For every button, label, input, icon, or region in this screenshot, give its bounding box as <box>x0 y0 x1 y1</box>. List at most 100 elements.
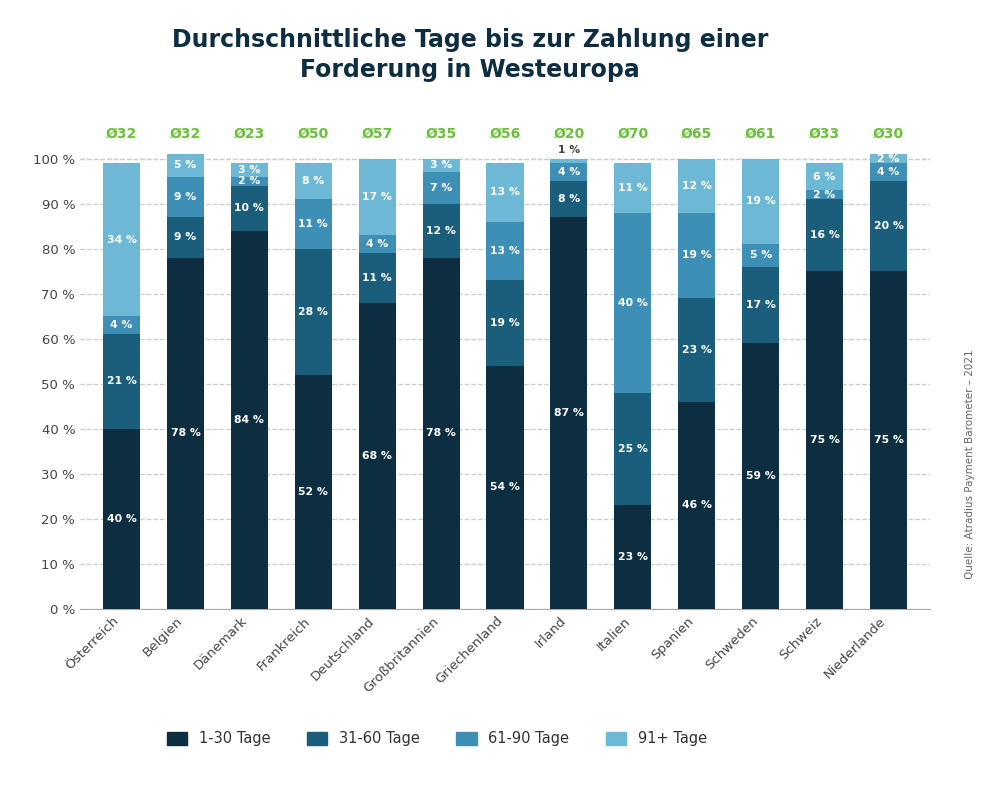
Bar <box>423 172 460 203</box>
Bar <box>806 163 843 190</box>
Text: 78 %: 78 % <box>171 429 200 438</box>
Text: 4 %: 4 % <box>558 167 580 177</box>
Bar <box>295 199 332 248</box>
Bar <box>103 334 140 429</box>
Bar <box>614 505 651 609</box>
Text: 16 %: 16 % <box>810 230 839 240</box>
Text: 75 %: 75 % <box>810 435 839 445</box>
Text: 7 %: 7 % <box>430 183 452 193</box>
Text: 78 %: 78 % <box>426 429 456 438</box>
Text: 23 %: 23 % <box>682 345 712 355</box>
Bar <box>870 272 907 609</box>
Bar <box>742 159 779 244</box>
Text: 52 %: 52 % <box>298 487 328 497</box>
Text: 25 %: 25 % <box>618 444 648 454</box>
Text: 75 %: 75 % <box>874 435 903 445</box>
Bar <box>486 163 524 222</box>
Text: Ø33: Ø33 <box>809 127 840 141</box>
Bar <box>167 217 204 258</box>
Text: 23 %: 23 % <box>618 552 648 562</box>
Text: 84 %: 84 % <box>234 415 264 425</box>
Text: Durchschnittliche Tage bis zur Zahlung einer
Forderung in Westeuropa: Durchschnittliche Tage bis zur Zahlung e… <box>172 28 768 82</box>
Text: 9 %: 9 % <box>174 192 197 202</box>
Bar <box>550 217 587 609</box>
Bar <box>678 402 715 609</box>
Text: 68 %: 68 % <box>362 451 392 461</box>
Bar <box>870 181 907 272</box>
Bar <box>870 154 907 163</box>
Text: 54 %: 54 % <box>490 482 520 493</box>
Text: Ø56: Ø56 <box>489 127 521 141</box>
Bar <box>423 258 460 609</box>
Text: 20 %: 20 % <box>874 221 903 231</box>
Text: 11 %: 11 % <box>298 219 328 229</box>
Bar <box>167 258 204 609</box>
Bar <box>806 190 843 199</box>
Bar <box>167 154 204 177</box>
Text: 11 %: 11 % <box>362 273 392 283</box>
Text: 59 %: 59 % <box>746 471 776 481</box>
Text: Ø50: Ø50 <box>298 127 329 141</box>
Bar <box>486 366 524 609</box>
Text: 8 %: 8 % <box>302 176 324 186</box>
Bar <box>103 429 140 609</box>
Bar <box>359 235 396 253</box>
Bar <box>614 392 651 505</box>
Bar <box>359 159 396 235</box>
Bar <box>806 199 843 272</box>
Bar <box>359 253 396 303</box>
Text: 6 %: 6 % <box>813 171 836 182</box>
Bar <box>423 203 460 258</box>
Bar <box>742 343 779 609</box>
Text: Ø32: Ø32 <box>170 127 201 141</box>
Text: 10 %: 10 % <box>234 203 264 213</box>
Text: Ø23: Ø23 <box>234 127 265 141</box>
Text: 9 %: 9 % <box>174 232 197 243</box>
Text: 17 %: 17 % <box>362 192 392 202</box>
Bar <box>295 248 332 375</box>
Text: 40 %: 40 % <box>618 298 648 308</box>
Bar <box>103 316 140 334</box>
Text: 34 %: 34 % <box>107 235 137 244</box>
Text: 5 %: 5 % <box>174 160 197 171</box>
Bar <box>423 159 460 172</box>
Text: Ø30: Ø30 <box>873 127 904 141</box>
Bar <box>486 280 524 366</box>
Bar <box>231 163 268 177</box>
Bar <box>742 267 779 343</box>
Text: 3 %: 3 % <box>238 165 261 175</box>
Bar <box>614 163 651 212</box>
Text: 4 %: 4 % <box>110 320 133 330</box>
Bar <box>359 303 396 609</box>
Text: 2 %: 2 % <box>813 190 836 199</box>
Bar <box>231 177 268 186</box>
Bar <box>550 159 587 163</box>
Bar <box>550 163 587 181</box>
Text: 17 %: 17 % <box>746 300 776 310</box>
Bar <box>486 222 524 280</box>
Bar <box>742 244 779 267</box>
Text: 11 %: 11 % <box>618 183 648 193</box>
Bar <box>231 231 268 609</box>
Bar <box>678 212 715 298</box>
Text: 4 %: 4 % <box>366 239 388 249</box>
Bar <box>550 181 587 217</box>
Bar <box>678 298 715 402</box>
Text: 28 %: 28 % <box>298 307 328 316</box>
Text: Ø61: Ø61 <box>745 127 776 141</box>
Text: 46 %: 46 % <box>682 501 712 510</box>
Text: 13 %: 13 % <box>490 246 520 256</box>
Text: 87 %: 87 % <box>554 408 584 418</box>
Text: Ø32: Ø32 <box>106 127 137 141</box>
Bar <box>806 272 843 609</box>
Bar <box>103 163 140 316</box>
Text: Ø57: Ø57 <box>362 127 393 141</box>
Text: 40 %: 40 % <box>107 513 136 524</box>
Text: Ø35: Ø35 <box>425 127 457 141</box>
Text: 1 %: 1 % <box>558 145 580 155</box>
Text: 8 %: 8 % <box>558 194 580 204</box>
Text: 4 %: 4 % <box>877 167 900 177</box>
Text: 3 %: 3 % <box>430 160 452 171</box>
Text: 12 %: 12 % <box>426 226 456 235</box>
Text: 12 %: 12 % <box>682 181 712 191</box>
